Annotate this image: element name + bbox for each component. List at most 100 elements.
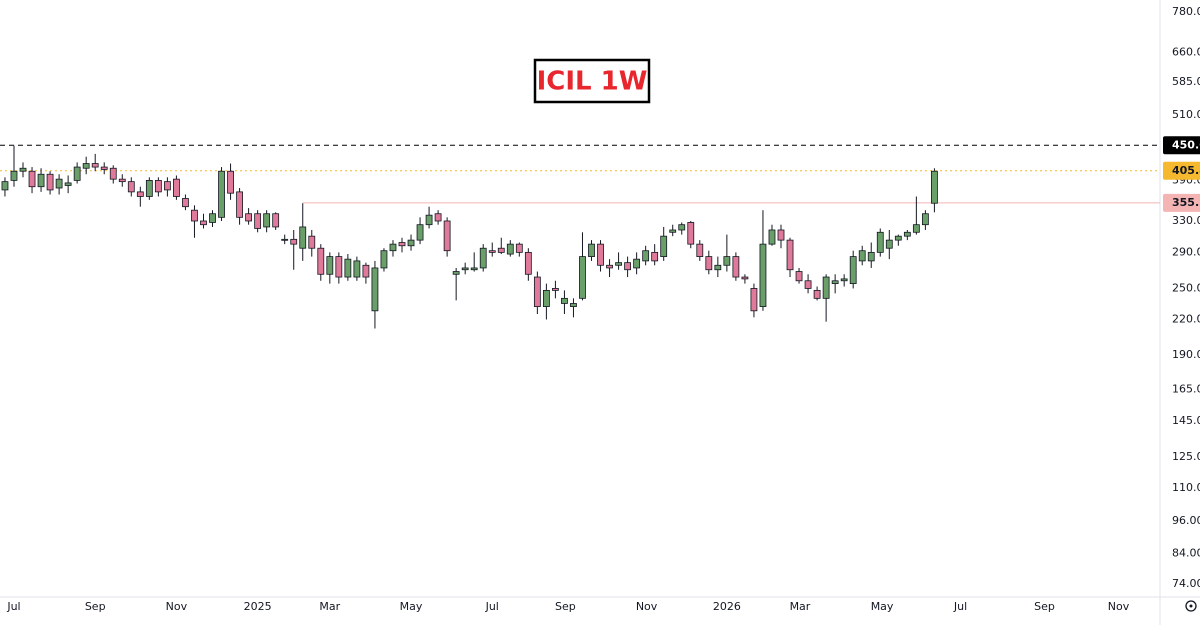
candle-body bbox=[191, 209, 198, 222]
candle bbox=[55, 174, 63, 195]
x-tick-label: 2026 bbox=[713, 600, 741, 613]
candle bbox=[290, 229, 298, 270]
candle-body bbox=[218, 170, 225, 218]
candle bbox=[840, 274, 848, 287]
candle-body bbox=[488, 250, 496, 253]
candle-body bbox=[804, 280, 812, 289]
candle-body bbox=[236, 191, 243, 218]
candle bbox=[588, 240, 595, 261]
candle-body bbox=[118, 178, 126, 183]
y-tick-label: 165.0 bbox=[1172, 382, 1200, 395]
candle-body bbox=[443, 220, 451, 252]
candle-body bbox=[407, 239, 415, 247]
candle bbox=[597, 240, 604, 272]
candle-body bbox=[552, 288, 559, 291]
candle-body bbox=[750, 288, 758, 312]
candle-body bbox=[660, 235, 668, 257]
candle bbox=[723, 234, 731, 272]
candle bbox=[200, 213, 207, 229]
candle-body bbox=[209, 213, 216, 223]
candle-body bbox=[795, 271, 803, 282]
candle-body bbox=[109, 167, 117, 180]
candle bbox=[479, 244, 487, 272]
candle bbox=[931, 168, 938, 213]
candle bbox=[849, 250, 857, 289]
candle-body bbox=[561, 297, 568, 304]
candle bbox=[353, 256, 361, 281]
candle bbox=[416, 217, 424, 245]
candle-body bbox=[55, 178, 63, 189]
candle-body bbox=[497, 247, 505, 253]
candle bbox=[786, 237, 794, 278]
candle-body bbox=[353, 260, 361, 278]
candle-body bbox=[921, 213, 929, 226]
candle bbox=[461, 262, 469, 275]
candle bbox=[236, 187, 243, 225]
candle-body bbox=[136, 191, 144, 197]
candle bbox=[218, 167, 225, 221]
x-tick-label: Nov bbox=[166, 600, 188, 613]
candle-body bbox=[73, 166, 81, 181]
x-tick-label: Nov bbox=[1108, 600, 1130, 613]
price-label-box bbox=[1163, 193, 1200, 212]
candle-body bbox=[633, 258, 641, 269]
candle bbox=[633, 252, 641, 275]
candle-body bbox=[127, 181, 135, 193]
candle-body bbox=[200, 220, 207, 226]
candle bbox=[362, 262, 370, 284]
candle-body bbox=[723, 256, 731, 266]
candle-body bbox=[741, 276, 749, 280]
candle bbox=[272, 212, 280, 230]
x-tick-label: Nov bbox=[636, 600, 658, 613]
candle-body bbox=[434, 213, 442, 222]
candle bbox=[37, 168, 45, 192]
y-tick-label: 84.00 bbox=[1172, 546, 1200, 559]
candle-body bbox=[903, 231, 911, 237]
x-tick-label: Jul bbox=[6, 600, 20, 613]
candle bbox=[669, 224, 677, 237]
candle bbox=[109, 165, 117, 184]
candle bbox=[876, 228, 884, 257]
candle-body bbox=[64, 182, 72, 186]
candle bbox=[407, 234, 415, 251]
candle bbox=[813, 286, 821, 301]
candle-body bbox=[371, 267, 379, 312]
candle bbox=[64, 175, 72, 194]
candle bbox=[10, 145, 18, 187]
candle bbox=[759, 210, 767, 311]
candle-body bbox=[452, 271, 460, 275]
candle bbox=[615, 252, 622, 270]
candle bbox=[867, 242, 875, 268]
candle-body bbox=[876, 231, 884, 253]
candle bbox=[263, 210, 271, 233]
candle-body bbox=[28, 170, 36, 188]
settings-icon[interactable] bbox=[1185, 600, 1197, 612]
candle bbox=[100, 162, 108, 175]
candle-body bbox=[912, 224, 920, 233]
candle-body bbox=[813, 289, 821, 299]
candle bbox=[254, 210, 262, 233]
candle bbox=[606, 259, 613, 278]
x-tick-label: Sep bbox=[1034, 600, 1055, 613]
candle bbox=[443, 217, 451, 257]
candle bbox=[822, 274, 830, 322]
candle bbox=[281, 234, 289, 245]
candle bbox=[136, 186, 144, 207]
candle-body bbox=[840, 278, 848, 282]
candle bbox=[127, 177, 135, 197]
candle-body bbox=[777, 229, 785, 241]
chart-title: ICIL 1W bbox=[537, 67, 648, 97]
candle-body bbox=[317, 247, 325, 275]
candle bbox=[542, 283, 550, 320]
candle-body bbox=[831, 280, 839, 285]
candle-body bbox=[263, 213, 271, 228]
candle bbox=[858, 245, 866, 266]
candle bbox=[227, 163, 234, 200]
candle bbox=[570, 298, 577, 318]
candle bbox=[118, 174, 126, 187]
candle bbox=[741, 274, 749, 284]
candle bbox=[687, 220, 695, 249]
candle-body bbox=[10, 170, 18, 181]
candle bbox=[82, 156, 90, 175]
